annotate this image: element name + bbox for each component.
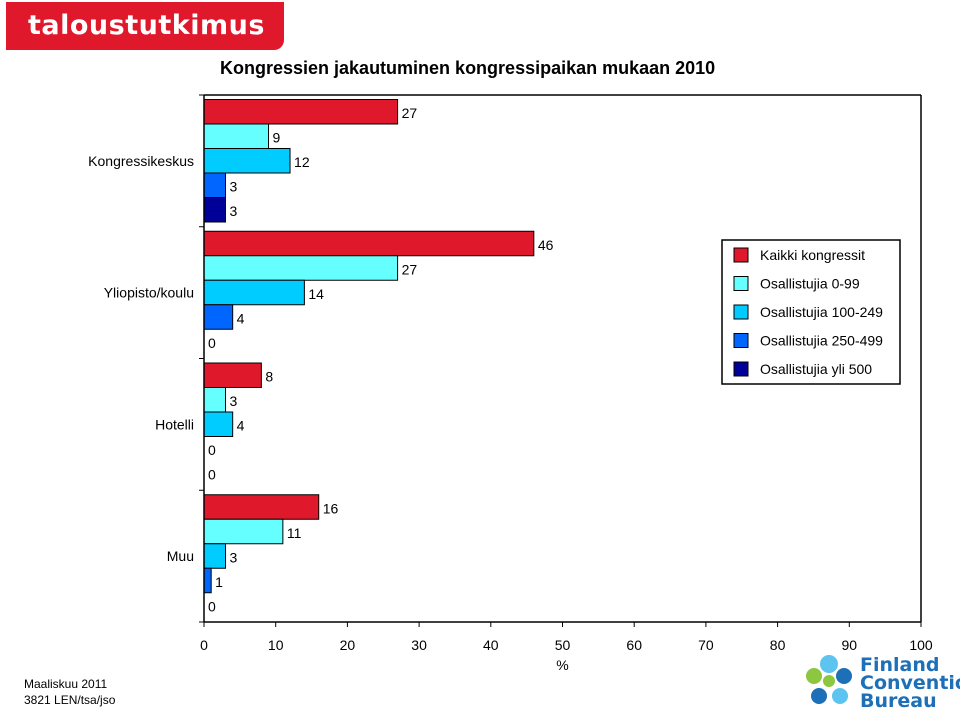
bar (203, 518, 284, 545)
data-label: 3 (230, 203, 238, 219)
legend-box (721, 239, 901, 385)
data-label: 11 (287, 525, 302, 541)
x-tick-label: 40 (483, 637, 499, 653)
x-tick-label: 60 (626, 637, 642, 653)
finland-convention-bureau-logo: Finland Convention Bureau (800, 650, 960, 714)
data-label: 16 (323, 500, 339, 516)
brand-logo: taloustutkimus oy (6, 2, 284, 89)
legend-label: Osallistujia 250-499 (760, 333, 883, 349)
data-label: 3 (230, 179, 238, 195)
data-label: 3 (230, 393, 238, 409)
data-label: 27 (402, 105, 418, 121)
data-label: 0 (208, 467, 216, 483)
bar (203, 123, 270, 149)
legend-swatch (733, 304, 749, 320)
fcb-text-line-2: Convention (860, 672, 960, 694)
footer-code: 3821 LEN/tsa/jso (24, 693, 116, 707)
bar (203, 494, 320, 520)
legend-label: Osallistujia 0-99 (760, 276, 860, 292)
category-label: Yliopisto/koulu (104, 285, 194, 301)
data-label: 8 (265, 369, 273, 385)
legend-label: Osallistujia 100-249 (760, 304, 883, 320)
bar (203, 567, 212, 594)
x-tick-label: 50 (555, 637, 571, 653)
flower-icon (806, 655, 852, 704)
bar (203, 387, 227, 413)
data-label: 9 (273, 130, 281, 146)
footer: Maaliskuu 2011 3821 LEN/tsa/jso (24, 676, 115, 708)
bar (203, 279, 305, 306)
x-tick-label: 70 (698, 637, 714, 653)
x-tick-label: 30 (411, 637, 427, 653)
data-label: 12 (294, 154, 310, 170)
bar (203, 304, 234, 330)
category-label: Kongressikeskus (88, 153, 194, 169)
x-tick-label: 90 (842, 637, 858, 653)
x-tick-label: 20 (340, 637, 356, 653)
category-label: Muu (167, 548, 194, 564)
data-label: 27 (402, 261, 418, 277)
data-label: 4 (237, 418, 245, 434)
data-label: 0 (208, 598, 216, 614)
bar (203, 255, 399, 281)
data-label: 3 (230, 549, 238, 565)
bar (203, 411, 234, 437)
data-label: 4 (237, 310, 245, 326)
fcb-text-line-3: Bureau (860, 690, 937, 712)
brand-name: taloustutkimus oy (28, 10, 265, 89)
data-label: 0 (208, 335, 216, 351)
chart-title: Kongressien jakautuminen kongressipaikan… (220, 58, 716, 78)
legend-label: Osallistujia yli 500 (760, 361, 872, 377)
data-label: 46 (538, 237, 554, 253)
legend-label: Kaikki kongressit (760, 247, 865, 263)
x-tick-label: 0 (200, 637, 208, 653)
category-label: Hotelli (155, 416, 194, 432)
footer-date: Maaliskuu 2011 (24, 677, 108, 691)
legend-swatch (733, 247, 749, 263)
fcb-text-line-1: Finland (860, 654, 940, 676)
x-tick-label: 10 (268, 637, 284, 653)
bar (203, 148, 291, 174)
x-axis-label: % (556, 657, 568, 673)
legend-swatch (733, 333, 749, 348)
legend-swatch (733, 361, 749, 377)
bar (203, 197, 227, 223)
x-tick-label: 100 (909, 637, 933, 653)
bar (203, 172, 227, 198)
data-label: 14 (308, 286, 324, 302)
data-label: 1 (215, 574, 223, 590)
legend-swatch (733, 276, 749, 291)
bar (203, 362, 262, 388)
x-tick-label: 80 (770, 637, 786, 653)
data-label: 0 (208, 442, 216, 458)
bar (203, 99, 399, 125)
bar (203, 543, 227, 569)
bar (203, 230, 535, 257)
